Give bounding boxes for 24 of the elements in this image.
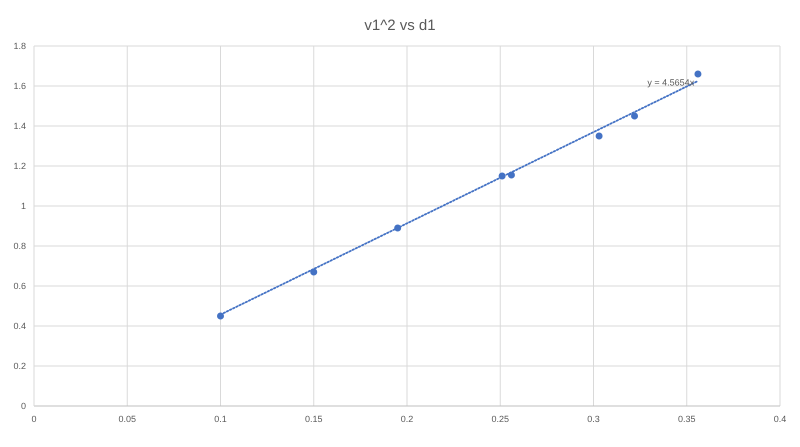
y-tick-label: 1 <box>20 201 26 211</box>
y-tick-label: 1.2 <box>13 161 26 171</box>
y-tick-label: 0.4 <box>13 321 26 331</box>
x-tick-label: 0.1 <box>214 414 227 424</box>
y-tick-label: 0.6 <box>13 281 26 291</box>
y-tick-label: 0.2 <box>13 361 26 371</box>
y-tick-label: 0.8 <box>13 241 26 251</box>
y-tick-label: 1.6 <box>13 81 26 91</box>
point <box>694 70 702 78</box>
x-tick-label: 0.05 <box>118 414 136 424</box>
x-tick-label: 0.15 <box>304 414 323 424</box>
y-tick-label: 0 <box>20 401 26 411</box>
x-tick-label: 0.2 <box>400 414 414 424</box>
x-tick-label: 0.3 <box>587 414 600 424</box>
x-tick-label: 0.25 <box>491 414 510 424</box>
y-tick-label: 1.4 <box>13 121 26 131</box>
x-tick-label: 0 <box>31 414 37 424</box>
y-tick-label: 1.8 <box>13 41 26 51</box>
point <box>631 112 638 120</box>
point <box>596 132 603 140</box>
x-tick-label: 0.4 <box>774 414 786 424</box>
x-tick-label: 0.35 <box>678 414 696 424</box>
chart-title: v1^2 vs d1 <box>364 17 436 34</box>
annotation: y = 4.5654x <box>647 78 695 88</box>
